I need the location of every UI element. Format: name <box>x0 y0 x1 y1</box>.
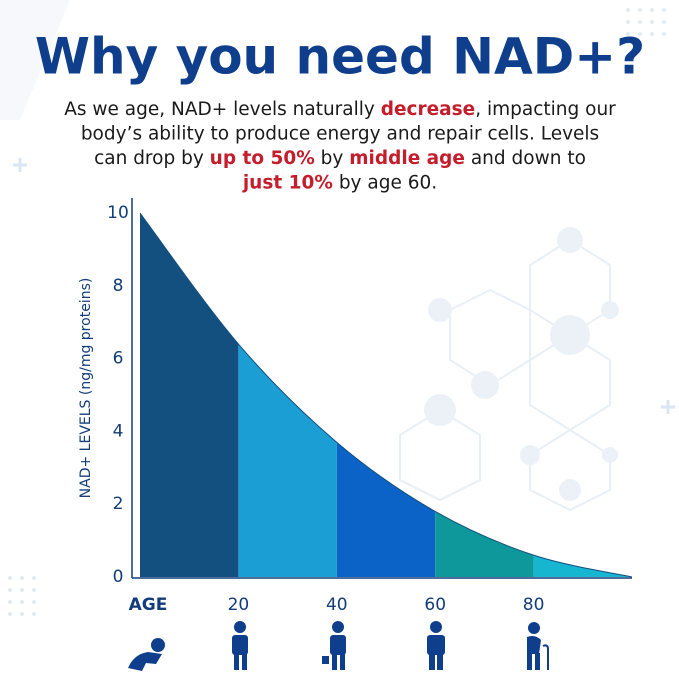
highlight: just 10% <box>242 173 333 194</box>
x-tick-label: 60 <box>424 595 446 615</box>
y-tick-label: 10 <box>107 203 129 223</box>
intro-line: body’s ability to produce energy and rep… <box>81 124 599 145</box>
area-band <box>238 344 337 577</box>
y-tick-label: 2 <box>113 494 124 514</box>
x-axis-label: AGE <box>129 595 168 615</box>
adult-icon <box>232 621 248 670</box>
area-band <box>140 213 239 577</box>
x-tick-label: 80 <box>523 595 545 615</box>
intro-text: by age 60. <box>333 173 437 194</box>
intro-line: just 10% by age 60. <box>242 173 437 194</box>
y-tick-label: 4 <box>113 421 124 441</box>
decor <box>8 8 675 616</box>
intro-text: , impacting our <box>475 99 616 120</box>
x-tick-label: 40 <box>326 595 348 615</box>
intro-text: by <box>315 148 349 169</box>
icons <box>128 621 549 671</box>
adult-icon <box>322 621 346 670</box>
area-band <box>533 555 632 577</box>
adult-icon <box>427 621 445 670</box>
area-band <box>435 511 534 577</box>
intro-text: As we age, NAD+ levels naturally <box>64 99 381 120</box>
intro: As we age, NAD+ levels naturally decreas… <box>64 99 616 194</box>
curve <box>139 212 633 578</box>
y-tick-label: 6 <box>113 349 124 369</box>
intro-text: and down to <box>465 148 586 169</box>
highlight: decrease <box>381 99 475 120</box>
x-tick-label: 20 <box>228 595 250 615</box>
area-band <box>336 442 436 577</box>
title: Why you need NAD+? <box>35 28 645 86</box>
y-axis-label: NAD+ LEVELS (ng/mg proteins) <box>78 278 94 499</box>
intro-text: can drop by <box>94 148 210 169</box>
highlight: up to 50% <box>210 148 315 169</box>
baby-icon <box>128 638 165 671</box>
highlight: middle age <box>349 148 465 169</box>
y-tick-label: 0 <box>113 567 124 587</box>
intro-text: body’s ability to produce energy and rep… <box>81 124 599 145</box>
elder-icon <box>527 622 549 670</box>
intro-line: can drop by up to 50% by middle age and … <box>94 148 586 169</box>
y-tick-label: 8 <box>113 276 124 296</box>
intro-line: As we age, NAD+ levels naturally decreas… <box>64 99 616 120</box>
